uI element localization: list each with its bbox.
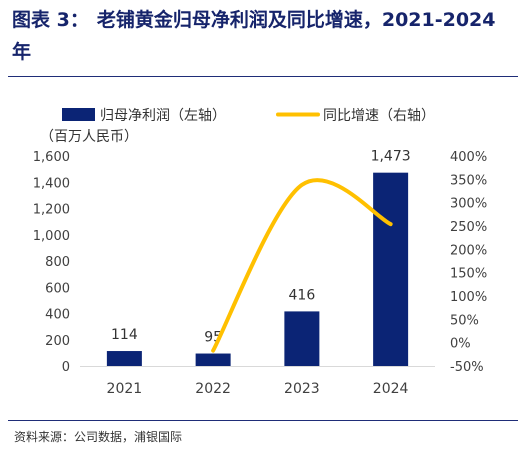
right-axis-tick: 0% [450, 337, 471, 352]
right-axis-tick: 100% [450, 290, 487, 305]
right-axis-tick: 50% [450, 313, 479, 328]
left-axis-tick: 200 [45, 334, 70, 349]
x-axis-tick: 2024 [373, 381, 409, 397]
left-axis-tick: 1,200 [33, 203, 70, 218]
bar-2024 [373, 172, 409, 366]
x-axis-tick: 2023 [284, 381, 320, 397]
bottom-divider [8, 420, 518, 421]
legend-swatch-bar [62, 108, 95, 121]
right-axis-tick: 200% [450, 243, 487, 258]
right-axis-tick: 350% [450, 173, 487, 188]
figure-title: 图表 3： 老铺黄金归母净利润及同比增速，2021-2024 年 [12, 4, 517, 68]
bar-2021 [106, 351, 142, 366]
right-axis-tick: 250% [450, 220, 487, 235]
right-axis-tick: 400% [450, 150, 487, 165]
left-axis-tick: 1,600 [33, 150, 70, 165]
bar-2023 [284, 311, 320, 366]
bar-data-label: 416 [289, 287, 316, 303]
right-axis-tick: 300% [450, 197, 487, 212]
left-axis-tick: 400 [45, 308, 70, 323]
legend-label-bar: 归母净利润（左轴） [100, 107, 226, 124]
bar-data-label: 114 [111, 327, 138, 343]
left-axis-tick: 1,400 [33, 176, 70, 191]
source-note: 资料来源：公司数据，浦银国际 [14, 430, 183, 444]
left-axis-tick: 1,000 [33, 229, 70, 244]
right-axis-tick: -50% [450, 360, 484, 375]
bar-data-label: 1,473 [371, 149, 411, 165]
right-axis-tick: 150% [450, 267, 487, 282]
top-divider [8, 76, 518, 77]
bar-2022 [195, 353, 231, 366]
legend-label-line: 同比增速（右轴） [323, 108, 435, 124]
x-axis-tick: 2022 [195, 381, 231, 397]
combo-chart: 归母净利润（左轴） 同比增速（右轴） （百万人民币） 0 200 400 600 800 1,0… [33, 107, 487, 397]
figure-title-text: 老铺黄金归母净利润及同比增速，2021-2024 年 [12, 9, 496, 63]
left-axis-tick: 600 [45, 281, 70, 296]
x-axis-tick: 2021 [107, 381, 143, 397]
growth-line [211, 178, 393, 353]
left-axis-tick: 0 [62, 360, 70, 375]
left-axis-unit: （百万人民币） [40, 129, 138, 145]
figure-number: 图表 3： [12, 9, 89, 31]
left-axis-tick: 800 [45, 255, 70, 270]
